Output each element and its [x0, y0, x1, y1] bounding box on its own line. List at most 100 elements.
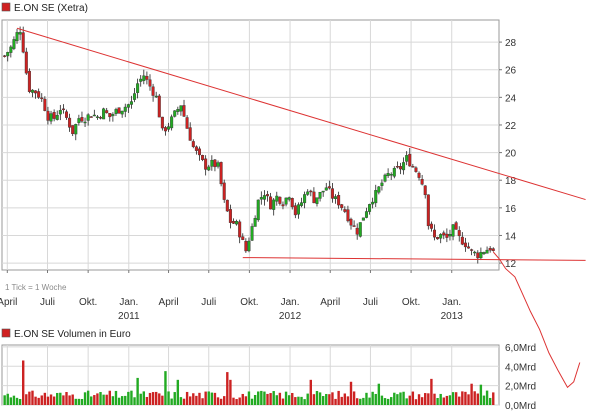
- candle-up: [334, 196, 338, 199]
- candle-down: [21, 32, 25, 53]
- candle-down: [3, 55, 7, 57]
- volume-bar: [161, 395, 164, 405]
- volume-bar: [352, 391, 356, 405]
- volume-bar: [139, 393, 142, 405]
- x-tick-label: April: [320, 297, 340, 308]
- volume-bar: [371, 391, 374, 405]
- trend-line: [242, 257, 586, 261]
- candle-down: [46, 110, 50, 121]
- candle-down: [293, 205, 297, 216]
- volume-bar: [402, 391, 405, 405]
- candle-down: [213, 159, 217, 168]
- candle-up: [30, 89, 34, 93]
- candle-down: [395, 165, 399, 168]
- volume-bar: [37, 397, 40, 405]
- volume-bar: [173, 392, 176, 405]
- volume-bar: [130, 390, 133, 405]
- volume-legend-label: E.ON SE Volumen in Euro: [14, 329, 131, 340]
- candle-down: [64, 111, 68, 118]
- candle-up: [374, 190, 378, 204]
- candle-down: [238, 221, 242, 238]
- volume-legend-swatch: [1, 328, 11, 338]
- candle-down: [290, 198, 294, 208]
- volume-bar: [124, 395, 127, 405]
- x-year-label: 2011: [118, 311, 140, 322]
- volume-bar: [83, 392, 87, 405]
- volume-bar: [458, 396, 461, 405]
- candle-down: [204, 158, 208, 170]
- volume-bar: [151, 392, 155, 405]
- volume-bar: [40, 395, 43, 405]
- volume-bar: [309, 379, 313, 405]
- volume-bar: [226, 372, 229, 405]
- volume-bar: [164, 371, 167, 405]
- volume-bar: [86, 390, 90, 405]
- candle-up: [15, 32, 19, 42]
- volume-bar: [219, 398, 223, 405]
- volume-bar: [77, 398, 81, 405]
- trend-line: [16, 27, 586, 201]
- candle-down: [108, 113, 112, 118]
- candle-up: [473, 251, 477, 254]
- volume-bar: [188, 396, 192, 405]
- candle-down: [470, 249, 474, 251]
- candle-down: [411, 166, 415, 168]
- volume-bar: [448, 395, 452, 405]
- volume-bar: [482, 395, 486, 405]
- volume-bar: [439, 393, 442, 405]
- candle-down: [330, 188, 334, 199]
- volume-bar: [294, 397, 297, 405]
- volume-bar: [359, 398, 362, 405]
- volume-bar: [488, 397, 492, 405]
- volume-bar: [473, 391, 476, 405]
- volume-bar: [65, 392, 68, 405]
- volume-bar: [383, 398, 387, 405]
- volume-bar: [362, 397, 365, 405]
- price-y-tick-label: 14: [505, 231, 517, 242]
- x-tick-label: Jan.: [442, 297, 461, 308]
- candle-down: [151, 86, 155, 96]
- volume-bar: [232, 397, 235, 405]
- price-y-axis: 12 14 16 18 20 22 24 26 28: [499, 38, 517, 270]
- price-plot-area: [1, 19, 500, 271]
- price-legend-label: E.ON SE (Xetra): [14, 3, 88, 14]
- volume-bar: [52, 396, 56, 405]
- candle-down: [460, 236, 464, 245]
- candle-down: [423, 185, 427, 196]
- candle-down: [61, 108, 65, 111]
- volume-bar: [59, 392, 62, 405]
- candle-up: [380, 182, 384, 186]
- volume-bar: [185, 391, 189, 405]
- x-tick-label: Okt.: [79, 297, 97, 308]
- volume-bar: [210, 392, 214, 405]
- volume-bar: [142, 391, 146, 405]
- price-legend-swatch: [1, 2, 11, 12]
- volume-bar: [154, 391, 158, 405]
- volume-bar: [229, 379, 232, 405]
- candle-up: [386, 173, 390, 177]
- volume-bar: [74, 398, 77, 405]
- volume-bar: [31, 390, 34, 405]
- volume-bar: [12, 395, 16, 405]
- volume-bar: [315, 390, 319, 405]
- candle-down: [433, 229, 437, 238]
- volume-bar: [198, 392, 201, 405]
- volume-bar: [117, 397, 121, 405]
- volume-bar: [377, 383, 381, 405]
- candle-down: [436, 237, 440, 240]
- volume-bar: [127, 391, 130, 405]
- volume-bar: [430, 378, 433, 405]
- volume-bar: [386, 398, 390, 405]
- candle-up: [9, 46, 13, 53]
- candle-up: [315, 197, 319, 204]
- projection-line: [492, 251, 581, 389]
- candle-up: [247, 240, 251, 252]
- volume-bar: [284, 391, 288, 405]
- volume-bar: [331, 392, 334, 405]
- x-tick-label: Jan.: [119, 297, 138, 308]
- candle-up: [55, 114, 59, 120]
- candle-down: [52, 112, 56, 119]
- volume-bar: [133, 397, 136, 405]
- volume-bar: [355, 398, 359, 405]
- candle-down: [426, 194, 430, 227]
